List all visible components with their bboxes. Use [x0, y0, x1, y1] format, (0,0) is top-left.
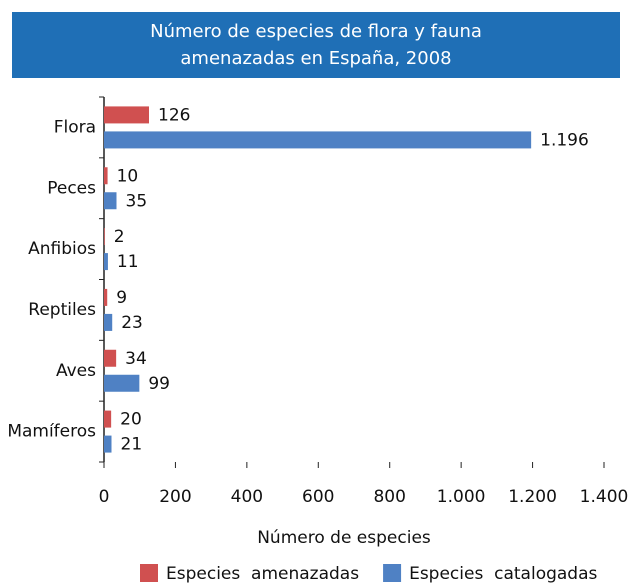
x-tick-label: 1.400 [580, 487, 629, 507]
bar [104, 349, 117, 367]
legend-swatch [383, 564, 402, 582]
value-label: 23 [121, 313, 143, 333]
bar [104, 435, 112, 453]
legend-label: Especies catalogadas [409, 564, 597, 584]
value-label: 99 [148, 374, 170, 394]
y-tick-label: Peces [47, 178, 96, 198]
x-tick-label: 600 [302, 487, 334, 507]
x-axis-label: Número de especies [257, 528, 431, 548]
value-label: 34 [125, 349, 147, 369]
value-label: 11 [117, 252, 139, 272]
x-tick-label: 400 [231, 487, 263, 507]
y-tick-label: Anfibios [28, 239, 96, 259]
value-label: 10 [117, 166, 139, 186]
bar [104, 410, 112, 428]
legend-swatch [140, 564, 158, 582]
bar [104, 374, 140, 392]
bar [104, 192, 117, 210]
x-tick-label: 1.200 [508, 487, 557, 507]
bar [104, 288, 108, 306]
x-tick-label: 800 [373, 487, 405, 507]
value-label: 20 [120, 410, 142, 430]
value-label: 35 [126, 191, 148, 211]
bar [104, 228, 105, 246]
x-tick-label: 200 [159, 487, 191, 507]
chart-title: Número de especies de flora y fauna amen… [150, 21, 482, 69]
value-label: 21 [121, 435, 143, 455]
value-label: 1.196 [540, 130, 589, 150]
y-tick-label: Flora [54, 117, 96, 137]
bar [104, 131, 532, 149]
title-banner: Número de especies de flora y fauna amen… [12, 12, 620, 78]
legend-label: Especies amenazadas [166, 564, 359, 584]
value-label: 2 [114, 227, 125, 247]
x-tick-label: 1.000 [437, 487, 486, 507]
bar [104, 253, 108, 271]
value-label: 9 [116, 288, 127, 308]
x-tick-label: 0 [99, 487, 110, 507]
y-tick-label: Reptiles [28, 300, 96, 320]
value-label: 126 [158, 105, 190, 125]
y-tick-label: Mamíferos [7, 422, 96, 442]
bar [104, 167, 108, 185]
y-tick-label: Aves [56, 361, 96, 381]
bar [104, 313, 113, 331]
bar [104, 106, 149, 124]
